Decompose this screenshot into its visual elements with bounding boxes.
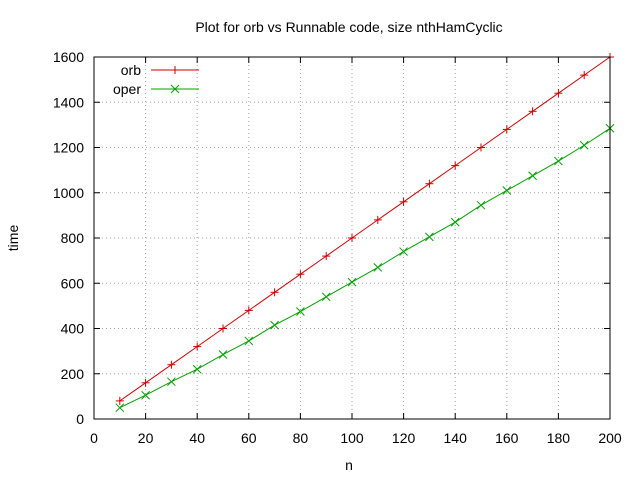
x-tick-label: 0 xyxy=(90,430,98,446)
y-tick-label: 800 xyxy=(61,230,85,246)
data-point-orb xyxy=(425,179,434,188)
data-point-orb xyxy=(322,252,331,261)
y-tick-label: 0 xyxy=(76,411,84,427)
series-layer xyxy=(115,53,615,413)
y-tick-label: 400 xyxy=(61,321,85,337)
data-point-oper xyxy=(373,263,383,272)
x-tick-label: 160 xyxy=(495,430,519,446)
x-tick-label: 80 xyxy=(293,430,309,446)
x-axis-label: n xyxy=(345,457,353,473)
data-point-oper xyxy=(321,292,331,302)
data-point-orb xyxy=(502,125,511,134)
axis-ticks: 0 20 40 60 80 100 120 140 160 180 200 0 200 400 600 800… xyxy=(53,49,622,446)
data-point-orb xyxy=(399,197,408,206)
data-point-oper xyxy=(141,390,150,400)
series-orb xyxy=(115,53,614,405)
data-point-oper xyxy=(167,377,176,387)
legend-marker xyxy=(170,84,180,94)
data-point-orb xyxy=(554,89,563,98)
data-point-oper xyxy=(528,171,537,181)
legend-entry-oper: oper xyxy=(113,81,199,97)
x-tick-label: 180 xyxy=(547,430,571,446)
data-point-orb xyxy=(219,324,227,333)
data-point-orb xyxy=(115,396,124,405)
data-point-orb xyxy=(348,234,356,242)
data-point-orb xyxy=(528,107,537,116)
data-point-oper xyxy=(296,307,305,316)
data-point-oper xyxy=(192,364,202,374)
data-point-orb xyxy=(477,143,485,152)
y-tick-label: 1000 xyxy=(53,185,84,201)
x-tick-label: 140 xyxy=(444,430,468,446)
data-point-orb xyxy=(580,71,589,80)
data-point-oper xyxy=(450,217,460,227)
data-point-oper xyxy=(399,247,408,256)
y-axis-label: time xyxy=(5,225,21,252)
data-point-oper xyxy=(476,200,486,210)
data-point-oper xyxy=(554,156,563,166)
data-point-oper xyxy=(425,232,434,242)
data-point-orb xyxy=(296,270,305,279)
legend-label: oper xyxy=(113,81,141,97)
data-point-orb xyxy=(141,378,150,387)
data-point-oper xyxy=(244,336,254,346)
y-tick-label: 1600 xyxy=(53,49,84,65)
legend-entry-orb: orb xyxy=(121,62,199,78)
x-tick-label: 100 xyxy=(340,430,364,446)
y-tick-label: 600 xyxy=(61,275,85,291)
x-tick-label: 20 xyxy=(138,430,154,446)
x-tick-label: 60 xyxy=(241,430,257,446)
data-point-oper xyxy=(347,277,357,287)
data-point-oper xyxy=(115,403,125,413)
chart-title: Plot for orb vs Runnable code, size nthH… xyxy=(195,19,502,35)
y-tick-label: 1400 xyxy=(53,94,84,110)
data-point-orb xyxy=(451,161,460,170)
data-point-orb xyxy=(373,215,382,224)
data-point-oper xyxy=(579,140,589,150)
x-tick-label: 200 xyxy=(598,430,622,446)
data-point-oper xyxy=(270,320,279,330)
series-line-orb xyxy=(119,56,611,402)
data-point-orb xyxy=(244,306,253,315)
legend-marker xyxy=(171,66,179,74)
data-point-oper xyxy=(218,350,228,359)
y-tick-label: 1200 xyxy=(53,140,84,156)
data-point-orb xyxy=(167,360,176,369)
legend-label: orb xyxy=(121,62,141,78)
legend: orb oper xyxy=(113,62,199,97)
x-tick-label: 40 xyxy=(189,430,205,446)
data-point-oper xyxy=(502,186,512,195)
series-oper xyxy=(115,123,615,413)
x-tick-label: 120 xyxy=(392,430,416,446)
data-point-orb xyxy=(193,342,202,351)
y-tick-label: 200 xyxy=(61,366,85,382)
data-point-orb xyxy=(270,288,279,297)
series-line-oper xyxy=(119,127,611,409)
